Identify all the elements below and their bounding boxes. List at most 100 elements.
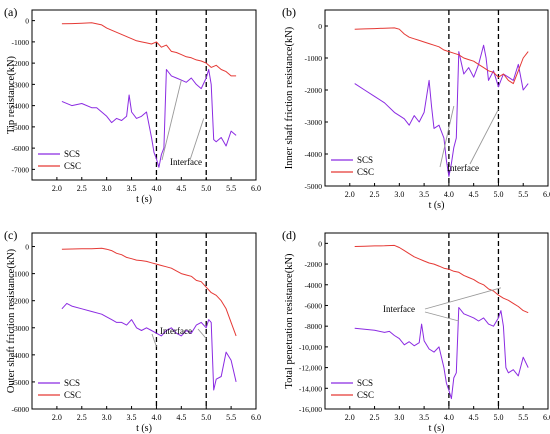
x-tick-label: 3.0 (102, 184, 112, 193)
y-axis-label: Inner shaft friction resistance(kN) (284, 26, 295, 169)
x-tick-label: 3.5 (419, 190, 429, 199)
chart-panel-3: (c) 2.0 2.5 3.0 3.5 4.0 4.5 5.0 5.5 6.0 0 -1000 -200… (4, 228, 261, 434)
y-tick-label: -4000 (12, 351, 30, 360)
y-tick-label: -14,000 (299, 384, 322, 393)
x-tick-label: 5.0 (201, 413, 211, 422)
y-tick-label: -1000 (305, 54, 323, 63)
y-tick-label: 0 (25, 243, 29, 252)
x-tick-label: 5.5 (226, 184, 236, 193)
x-tick-label: 3.5 (127, 184, 137, 193)
y-tick-label: -2000 (12, 297, 30, 306)
x-tick-label: 6.0 (543, 413, 550, 422)
legend-label: CSC (64, 390, 81, 400)
y-tick-label: -4000 (12, 102, 30, 111)
x-tick-label: 6.0 (251, 184, 261, 193)
legend-label: CSC (357, 167, 374, 177)
y-tick-label: -5000 (12, 378, 30, 387)
annotation-pointer (424, 287, 502, 310)
y-tick-label: -2000 (305, 260, 323, 269)
series-line-csc (61, 247, 237, 337)
y-tick-label: -2000 (12, 59, 30, 68)
y-axis-label: Tip resistance(kN) (6, 55, 17, 134)
annotation-pointer (161, 80, 182, 161)
panel-label: (a) (4, 5, 17, 19)
y-tick-label: -10,000 (299, 343, 322, 352)
annotation-pointer (197, 328, 207, 339)
x-tick-label: 3.5 (419, 413, 429, 422)
x-tick-label: 2.5 (77, 184, 87, 193)
y-tick-label: -6000 (12, 405, 30, 414)
y-tick-label: -5000 (12, 123, 30, 132)
plot-frame (324, 9, 549, 187)
y-tick-label: -4000 (305, 281, 323, 290)
x-tick-label: 5.0 (493, 413, 503, 422)
y-axis-label: Outer shaft friction resistance(kN) (6, 248, 17, 393)
legend-label: SCS (357, 378, 373, 388)
x-tick-label: 3.5 (127, 413, 137, 422)
x-tick-label: 6.0 (251, 413, 261, 422)
panel-label: (c) (4, 228, 17, 242)
x-axis-label: t (s) (136, 194, 152, 205)
x-tick-label: 4.5 (176, 413, 186, 422)
plot-frame (31, 232, 257, 410)
y-tick-label: -5000 (305, 182, 323, 191)
x-tick-label: 4.5 (469, 413, 479, 422)
x-tick-label: 3.0 (394, 413, 404, 422)
annotation-pointer (469, 108, 499, 165)
annotation-label: Interface (170, 157, 202, 167)
legend-label: CSC (64, 161, 81, 171)
chart-panel-2: (b) 2.0 2.5 3.0 3.5 4.0 4.5 5.0 5.5 6.0 0 -1000 -200… (282, 5, 550, 211)
y-tick-label: -3000 (12, 324, 30, 333)
legend-label: SCS (64, 149, 80, 159)
legend-label: SCS (64, 378, 80, 388)
x-tick-label: 3.0 (394, 190, 404, 199)
annotation-label: Interface (160, 326, 192, 336)
annotation-label: Interface (447, 163, 479, 173)
y-tick-label: -8000 (305, 322, 323, 331)
x-tick-label: 5.5 (226, 413, 236, 422)
x-tick-label: 2.0 (345, 190, 355, 199)
y-tick-label: 0 (25, 17, 29, 26)
y-tick-label: -16,000 (299, 405, 322, 414)
annotation-label: Interface (383, 304, 415, 314)
x-tick-label: 2.0 (345, 413, 355, 422)
x-tick-label: 4.5 (469, 190, 479, 199)
series-line-scs (61, 69, 237, 168)
y-tick-label: -3000 (12, 80, 30, 89)
x-tick-label: 4.0 (444, 190, 454, 199)
series-line-scs (354, 307, 529, 400)
y-tick-label: -2000 (305, 86, 323, 95)
legend-label: CSC (357, 390, 374, 400)
x-axis-label: t (s) (136, 423, 152, 434)
x-tick-label: 4.0 (151, 184, 161, 193)
x-tick-label: 4.5 (176, 184, 186, 193)
y-tick-label: -7000 (12, 165, 30, 174)
x-tick-label: 2.0 (52, 184, 62, 193)
panel-label: (d) (282, 228, 296, 242)
y-tick-label: -6000 (305, 301, 323, 310)
legend-label: SCS (357, 155, 373, 165)
x-tick-label: 2.0 (52, 413, 62, 422)
panel-label: (b) (282, 5, 296, 19)
series-line-csc (354, 27, 529, 85)
x-tick-label: 5.0 (201, 184, 211, 193)
x-tick-label: 6.0 (543, 190, 550, 199)
y-tick-label: -6000 (12, 144, 30, 153)
y-tick-label: -4000 (305, 150, 323, 159)
chart-panel-1: (a) 2.0 2.5 3.0 3.5 4.0 4.5 5.0 5.5 6.0 0 -1000 -200… (4, 5, 261, 205)
series-line-csc (354, 244, 529, 314)
chart-panel-4: (d) 2.0 2.5 3.0 3.5 4.0 4.5 5.0 5.5 6.0 0 -2000 -400… (282, 228, 550, 434)
annotation-pointer (151, 333, 157, 347)
annotation-pointer (439, 105, 455, 168)
x-tick-label: 2.5 (77, 413, 87, 422)
y-tick-label: 0 (318, 239, 322, 248)
x-axis-label: t (s) (429, 200, 445, 211)
y-axis-label: Total penetration resistance(kN) (284, 253, 295, 389)
x-tick-label: 4.0 (151, 413, 161, 422)
plot-frame (324, 232, 549, 410)
plot-frame (31, 9, 257, 181)
x-tick-label: 2.5 (370, 190, 380, 199)
x-tick-label: 4.0 (444, 413, 454, 422)
y-tick-label: -12,000 (299, 364, 322, 373)
